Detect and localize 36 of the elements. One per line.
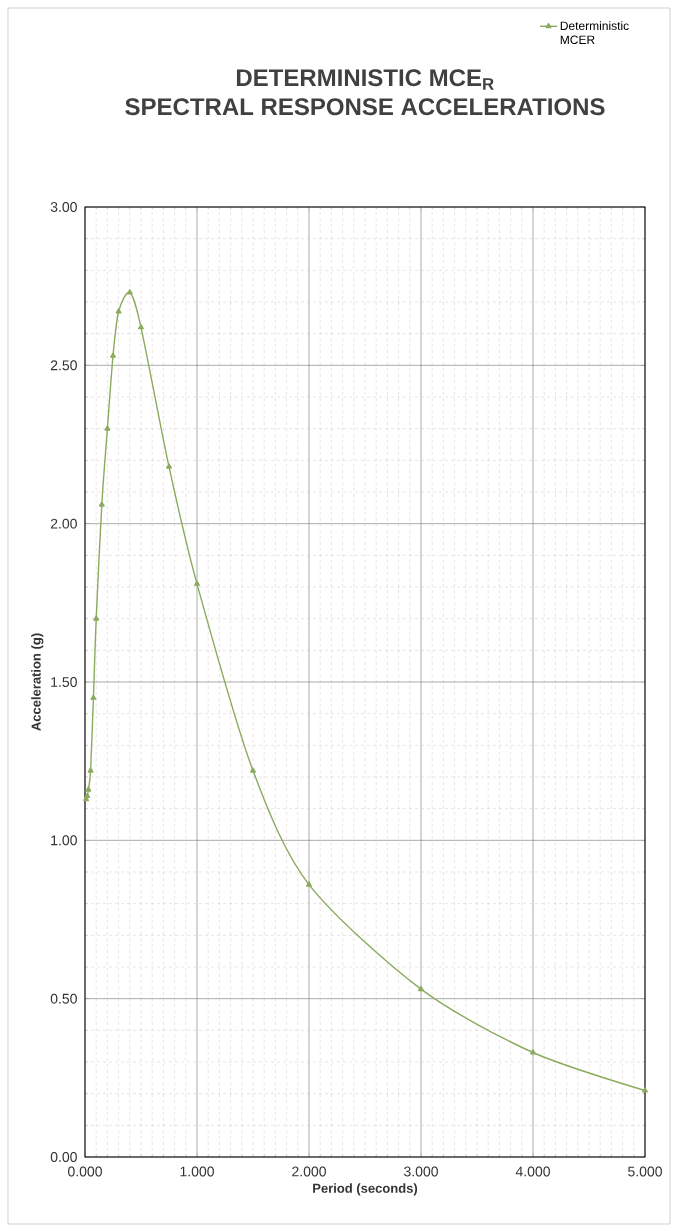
point bbox=[166, 463, 172, 469]
legend-label: Deterministic MCER bbox=[560, 21, 629, 44]
x-tick-label: 2.000 bbox=[292, 1166, 326, 1177]
point bbox=[87, 767, 94, 773]
chart-subtitle: SPECTRAL RESPONSE ACCELERATIONS bbox=[125, 98, 605, 116]
y-tick-label: 2.00 bbox=[50, 518, 77, 529]
point bbox=[306, 881, 312, 887]
y-axis-title: Acceleration (g) bbox=[31, 633, 44, 731]
point bbox=[104, 425, 111, 431]
x-tick-label: 1.000 bbox=[180, 1166, 214, 1177]
point bbox=[93, 615, 100, 621]
point bbox=[90, 694, 97, 700]
point bbox=[85, 786, 92, 792]
x-tick-label: 3.000 bbox=[404, 1166, 438, 1177]
point bbox=[110, 352, 116, 358]
x-tick-label: 4.000 bbox=[515, 1166, 550, 1177]
point bbox=[418, 985, 424, 992]
point bbox=[84, 792, 91, 798]
point bbox=[126, 289, 133, 295]
chart-title: DETERMINISTIC MCE$_{R}$ bbox=[236, 69, 494, 90]
y-tick-label: 2.50 bbox=[50, 360, 77, 371]
point bbox=[98, 501, 105, 507]
point bbox=[115, 308, 122, 314]
y-tick-label: 0.00 bbox=[50, 1152, 77, 1162]
x-axis-title: Period (seconds) bbox=[313, 1183, 418, 1196]
y-tick-label: 3.00 bbox=[50, 202, 77, 212]
y-tick-label: 1.50 bbox=[51, 677, 77, 687]
point bbox=[194, 580, 200, 586]
y-tick-label: 1.00 bbox=[51, 835, 77, 846]
point bbox=[530, 1049, 536, 1055]
x-tick-label: 0.000 bbox=[68, 1166, 102, 1177]
x-tick-label: 5.000 bbox=[628, 1166, 662, 1177]
point bbox=[642, 1087, 648, 1093]
y-tick-label: 0.50 bbox=[50, 993, 77, 1004]
point bbox=[138, 324, 144, 330]
point bbox=[250, 767, 256, 773]
